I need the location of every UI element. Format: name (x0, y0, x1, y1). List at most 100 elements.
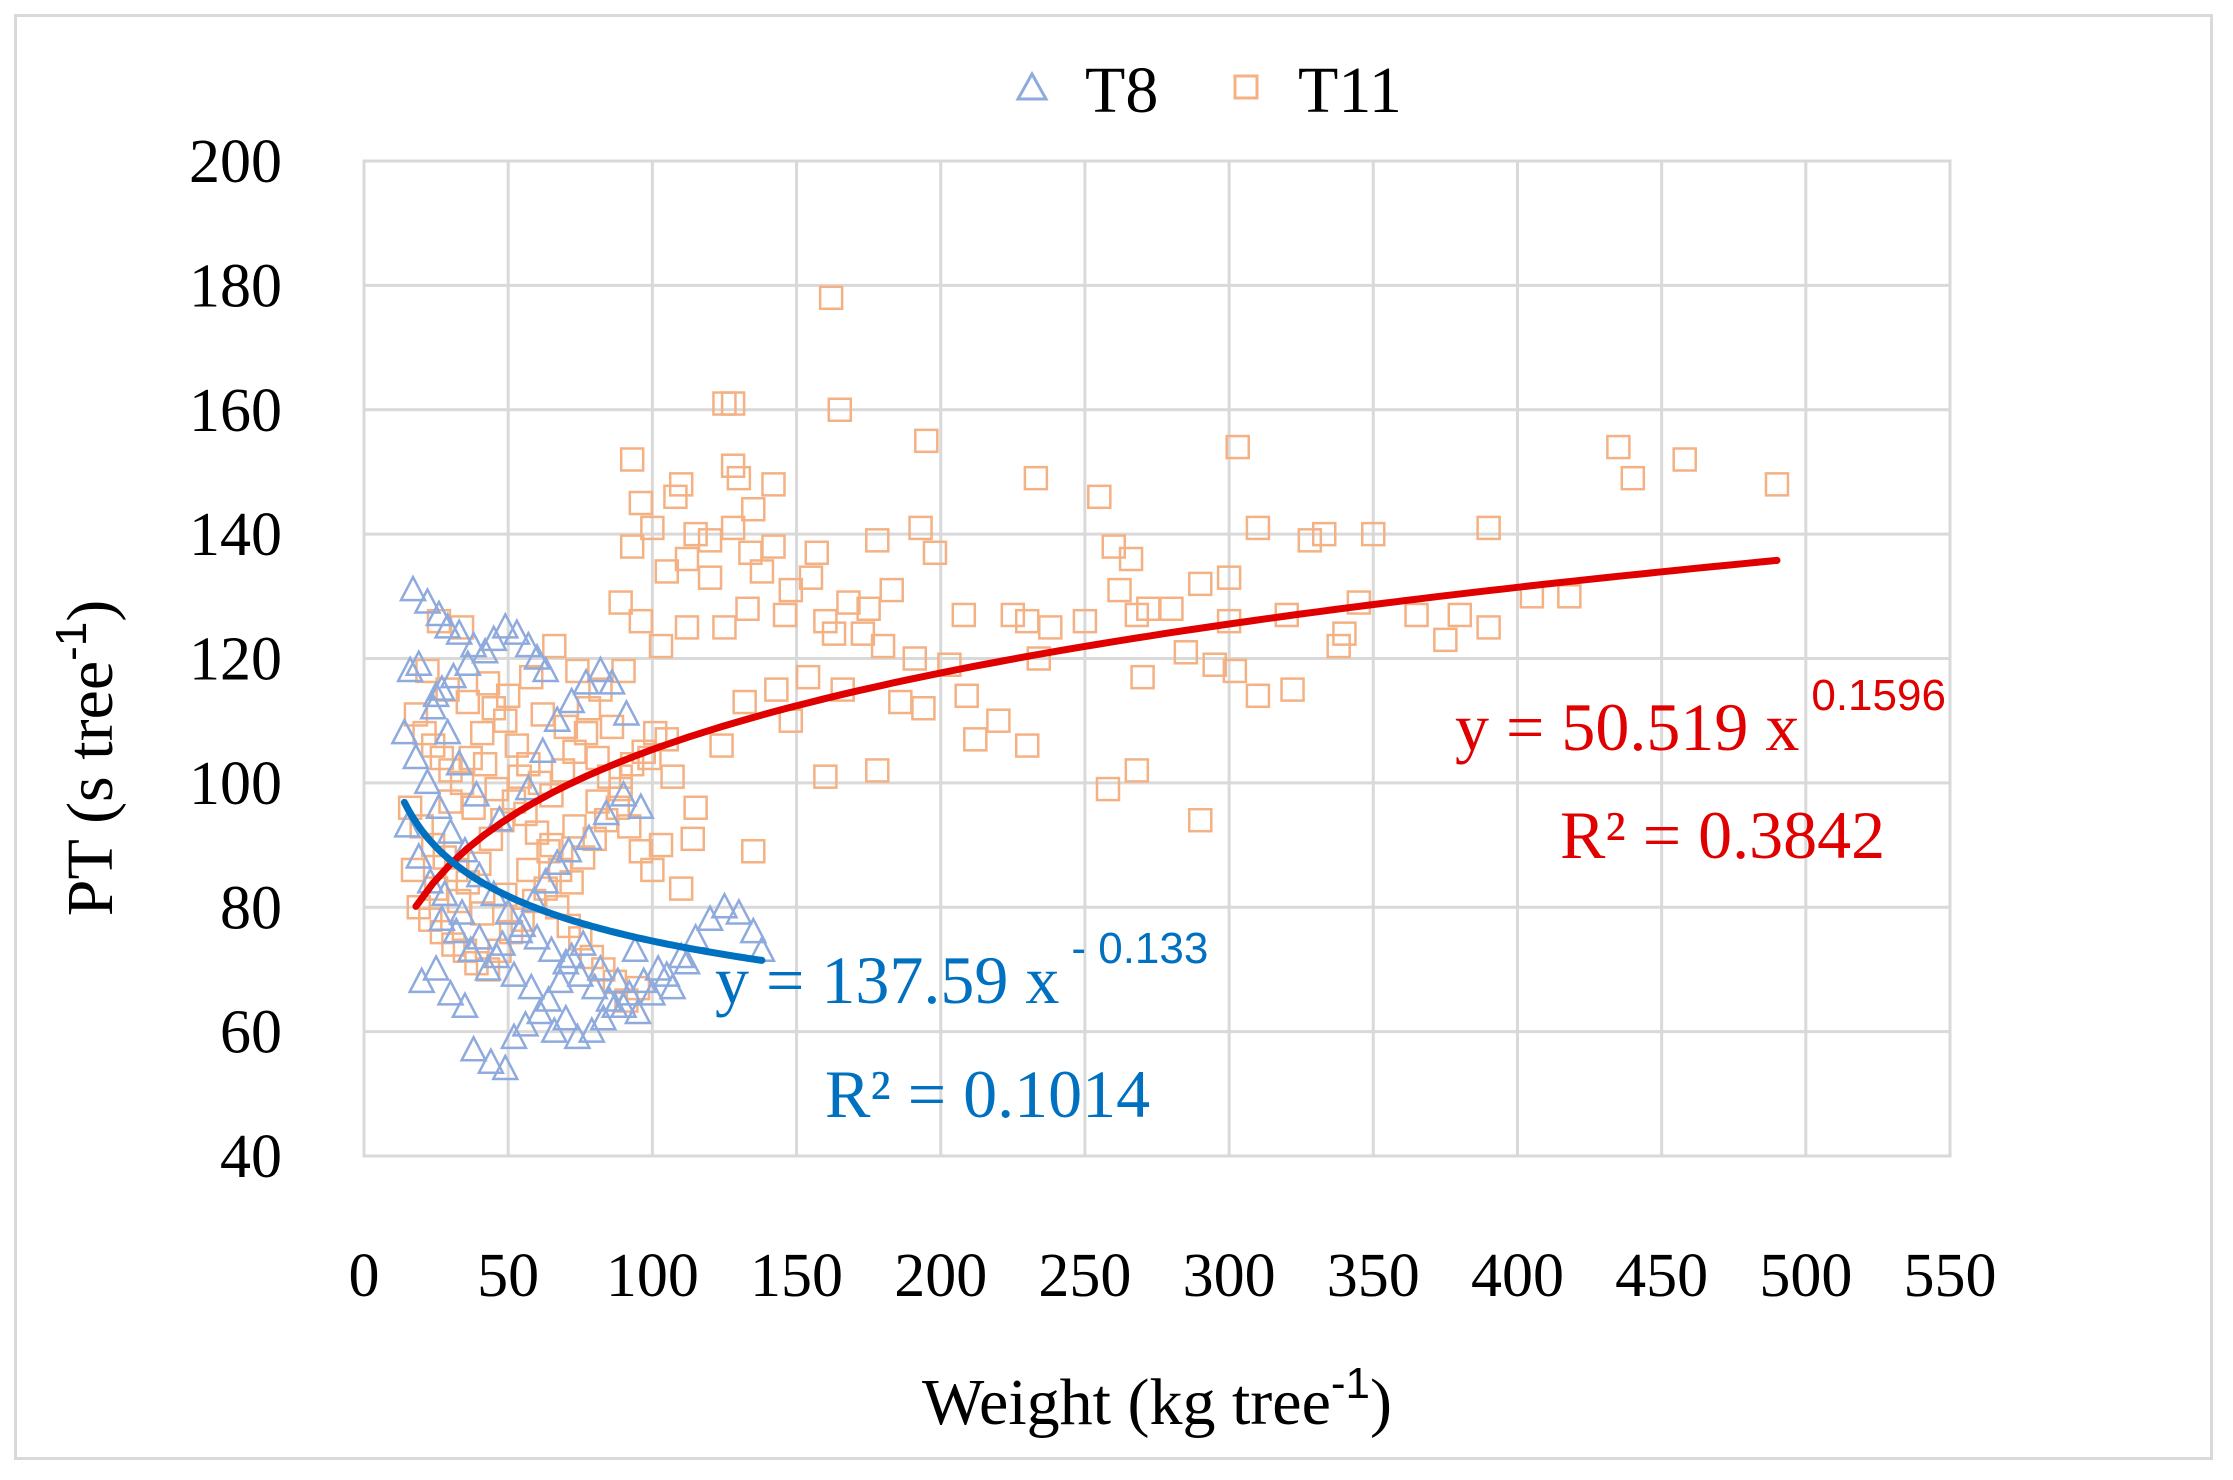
t11-point (1447, 602, 1473, 628)
t11-point (1095, 776, 1121, 802)
t11-point (720, 515, 746, 541)
t8-point (396, 655, 425, 683)
t11-point (1245, 515, 1271, 541)
t8-point (592, 798, 621, 826)
t8-point (456, 935, 485, 963)
t11-point (798, 565, 824, 590)
y-tick-label: 60 (220, 999, 282, 1067)
x-tick-label: 300 (1183, 1242, 1276, 1310)
t11-point (922, 540, 948, 566)
t11-point (412, 720, 437, 746)
t11-point (542, 633, 567, 659)
t11-point (619, 447, 645, 472)
t8-point (453, 649, 482, 676)
t8-point (505, 916, 534, 944)
t11-point (741, 839, 766, 864)
t11-point (1130, 664, 1155, 690)
t8-point (491, 1053, 520, 1081)
t8-point (401, 742, 430, 770)
t8-point (580, 972, 609, 1000)
t11-point (1312, 521, 1337, 547)
t11-equation-main: y = 50.519 x (1455, 689, 1799, 765)
t8-point (404, 841, 433, 869)
legend-t11-square-icon (1233, 74, 1259, 100)
t8-point (546, 966, 575, 994)
series-t8-points (390, 574, 777, 1081)
t8-point (612, 698, 641, 726)
t11-point (813, 764, 838, 789)
t8-point (531, 866, 560, 894)
t11-point (1225, 434, 1250, 460)
t8-point (554, 835, 583, 863)
t8-point (439, 661, 468, 689)
x-tick-label: 400 (1471, 1242, 1564, 1310)
x-tick-label: 100 (606, 1242, 699, 1310)
t11-point (674, 546, 700, 572)
t11-point (914, 428, 939, 454)
t11-point (429, 745, 455, 771)
t8-point (517, 972, 546, 1000)
t8-point (424, 599, 454, 627)
t11-point (954, 683, 979, 709)
t8-point (658, 972, 687, 1000)
t8-point (459, 630, 488, 658)
t11-point (680, 826, 705, 852)
t11-point (1118, 546, 1144, 572)
t11-point (469, 720, 495, 746)
t11-point (608, 590, 633, 615)
t8-point (531, 655, 560, 683)
t11-point (495, 683, 521, 709)
t11-point (1124, 758, 1150, 783)
t8-equation: y = 137.59 x- 0.133 (715, 924, 1208, 1018)
t8-point (623, 997, 653, 1025)
x-tick-label: 250 (1038, 1242, 1131, 1310)
t11-point (1136, 596, 1161, 621)
x-tick-label: 150 (750, 1242, 843, 1310)
t11-point (749, 559, 775, 584)
t8-point (586, 953, 615, 981)
t8-point (390, 717, 419, 745)
t11-point (712, 615, 737, 640)
t11-point (467, 851, 492, 876)
t11-point (697, 528, 723, 553)
t11-point (1280, 677, 1305, 702)
t8-point (514, 630, 543, 658)
x-axis-title-main: Weight (kg tree (922, 1366, 1331, 1439)
legend-t8-label: T8 (1085, 54, 1158, 127)
t11-point (654, 559, 680, 584)
x-axis-title: Weight (kg tree-1) (922, 1359, 1392, 1439)
t11-point (836, 590, 861, 615)
t11-point (516, 857, 541, 883)
t8-point (476, 1047, 505, 1074)
t11-point (1188, 807, 1213, 833)
t8-point (543, 704, 572, 732)
t11-point (1159, 596, 1184, 621)
t11-point (585, 789, 610, 814)
y-tick-label: 120 (189, 626, 282, 694)
t8-point (522, 922, 552, 950)
trendlines (400, 556, 1781, 964)
t11-point (599, 714, 625, 740)
t11-point (438, 789, 463, 814)
t11-point (1361, 521, 1386, 547)
t8-point (522, 642, 552, 670)
t8-equation-exponent: - 0.133 (1071, 924, 1208, 973)
t8-point (413, 586, 442, 614)
t8-equation-main: y = 137.59 x (715, 942, 1059, 1018)
x-axis-ticks: 0 50 100 150 200 250 300 350 400 450 500 550 (349, 1242, 1997, 1310)
t8-point (450, 991, 479, 1018)
t11-point (697, 565, 723, 590)
t11-point (663, 484, 688, 510)
t11-point (778, 577, 804, 603)
series-t11-points (397, 285, 1790, 1013)
t11-point (1606, 434, 1631, 460)
t8-point (667, 941, 696, 969)
t11-point (628, 608, 654, 634)
y-axis-title-sup: -1 (47, 622, 96, 661)
x-tick-label: 200 (894, 1242, 987, 1310)
t11-point (1433, 627, 1458, 653)
t11-point (1101, 534, 1126, 559)
t8-point (514, 773, 543, 801)
t8-point (427, 903, 456, 931)
t8-point (499, 959, 529, 987)
